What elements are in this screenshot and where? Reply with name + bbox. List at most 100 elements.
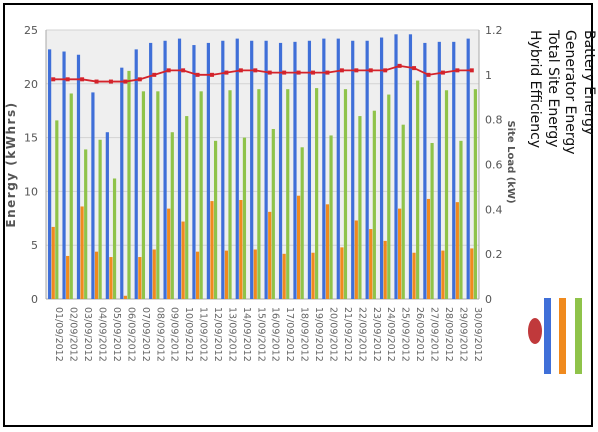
bar-total-site-energy xyxy=(430,142,434,299)
line-hybrid-efficiency xyxy=(53,64,472,83)
point-hybrid-efficiency xyxy=(108,79,113,84)
x-tick-label: 22/09/2012 xyxy=(356,307,367,362)
x-tick-label: 09/09/2012 xyxy=(169,307,180,362)
bar-battery-energy xyxy=(351,40,355,299)
point-hybrid-efficiency xyxy=(397,63,402,68)
point-hybrid-efficiency xyxy=(94,79,99,84)
x-tick-label: 06/09/2012 xyxy=(125,307,136,362)
bar-battery-energy xyxy=(250,40,254,299)
bar-battery-energy xyxy=(221,40,225,299)
bar-battery-energy xyxy=(336,38,340,299)
bar-battery-energy xyxy=(235,38,239,299)
point-hybrid-efficiency xyxy=(339,68,344,73)
bar-generator-energy xyxy=(138,257,142,299)
x-tick-label: 25/09/2012 xyxy=(400,307,411,362)
point-hybrid-efficiency xyxy=(412,66,417,71)
x-tick-label: 04/09/2012 xyxy=(97,307,108,362)
x-tick-label: 05/09/2012 xyxy=(111,307,122,362)
bar-generator-energy xyxy=(325,204,330,299)
bar-generator-energy xyxy=(296,195,301,299)
x-tick-label: 15/09/2012 xyxy=(255,307,266,362)
point-hybrid-efficiency xyxy=(267,70,272,75)
bar-total-site-energy xyxy=(459,140,463,299)
y2-axis-title: Site Load (kW) xyxy=(505,120,516,203)
bar-generator-energy xyxy=(369,229,373,299)
y2-tick-label: 1 xyxy=(485,69,492,82)
bar-generator-energy xyxy=(152,249,156,299)
y2-tick-label: 0.2 xyxy=(485,248,503,261)
x-tick-label: 19/09/2012 xyxy=(313,307,324,362)
point-hybrid-efficiency xyxy=(123,79,128,84)
bar-battery-energy xyxy=(48,49,52,300)
x-tick-label: 21/09/2012 xyxy=(342,307,353,362)
bar-total-site-energy xyxy=(242,137,247,299)
legend-label: Generator Energy xyxy=(562,30,578,155)
point-hybrid-efficiency xyxy=(296,70,301,75)
bar-total-site-energy xyxy=(228,90,232,299)
point-hybrid-efficiency xyxy=(224,70,229,75)
x-tick-label: 28/09/2012 xyxy=(443,307,454,362)
point-hybrid-efficiency xyxy=(440,70,445,75)
x-tick-label: 20/09/2012 xyxy=(327,307,338,362)
x-tick-label: 07/09/2012 xyxy=(140,307,151,362)
point-hybrid-efficiency xyxy=(455,68,460,73)
bar-generator-energy xyxy=(195,251,200,299)
y2-tick-label: 0 xyxy=(485,293,492,306)
point-hybrid-efficiency xyxy=(209,72,214,77)
x-tick-label: 02/09/2012 xyxy=(68,307,79,362)
bar-generator-energy xyxy=(66,255,70,299)
bar-generator-energy xyxy=(239,200,243,299)
y-tick-label: 20 xyxy=(24,78,38,91)
point-hybrid-efficiency xyxy=(152,72,157,77)
bar-total-site-energy xyxy=(55,120,59,299)
legend-swatch xyxy=(544,298,551,374)
bar-battery-energy xyxy=(62,51,66,299)
bar-generator-energy xyxy=(311,252,315,299)
bar-battery-energy xyxy=(76,54,81,299)
bar-total-site-energy xyxy=(170,132,174,299)
bar-total-site-energy xyxy=(444,90,449,299)
bar-generator-energy xyxy=(383,240,387,299)
x-tick-label: 17/09/2012 xyxy=(284,307,295,362)
bar-total-site-energy xyxy=(358,116,362,299)
x-tick-label: 23/09/2012 xyxy=(371,307,382,362)
bar-total-site-energy xyxy=(315,88,319,299)
x-tick-label: 13/09/2012 xyxy=(226,307,237,362)
point-hybrid-efficiency xyxy=(282,70,287,75)
bar-generator-energy xyxy=(398,208,402,299)
point-hybrid-efficiency xyxy=(469,68,474,73)
bar-total-site-energy xyxy=(401,124,405,299)
bar-battery-energy xyxy=(437,41,441,299)
bar-generator-energy xyxy=(253,249,257,299)
legend-swatch-hybrid-efficiency xyxy=(528,318,542,344)
bar-battery-energy xyxy=(105,132,109,299)
x-tick-label: 29/09/2012 xyxy=(457,307,468,362)
bar-generator-energy xyxy=(412,252,416,299)
bar-battery-energy xyxy=(365,40,369,299)
y2-tick-label: 1.2 xyxy=(485,24,503,37)
x-tick-label: 08/09/2012 xyxy=(154,307,165,362)
legend-label: Battery Energy xyxy=(581,30,597,135)
point-hybrid-efficiency xyxy=(238,68,243,73)
bar-battery-energy xyxy=(264,40,268,299)
bar-generator-energy xyxy=(455,202,459,299)
bar-battery-energy xyxy=(149,42,153,300)
bar-battery-energy xyxy=(394,34,398,299)
y2-tick-label: 0.4 xyxy=(485,203,503,216)
bar-battery-energy xyxy=(163,40,167,299)
point-hybrid-efficiency xyxy=(195,72,200,77)
x-tick-label: 27/09/2012 xyxy=(428,307,439,362)
point-hybrid-efficiency xyxy=(51,77,56,82)
bar-generator-energy xyxy=(109,257,113,299)
legend-label: Total Site Energy xyxy=(545,29,561,148)
point-hybrid-efficiency xyxy=(325,70,330,75)
bar-battery-energy xyxy=(408,34,413,299)
bar-generator-energy xyxy=(181,221,185,299)
bar-total-site-energy xyxy=(199,91,203,299)
point-hybrid-efficiency xyxy=(181,68,186,73)
x-tick-label: 30/09/2012 xyxy=(472,307,483,362)
point-hybrid-efficiency xyxy=(253,68,258,73)
y-tick-label: 25 xyxy=(24,24,38,37)
bar-battery-energy xyxy=(466,38,470,299)
